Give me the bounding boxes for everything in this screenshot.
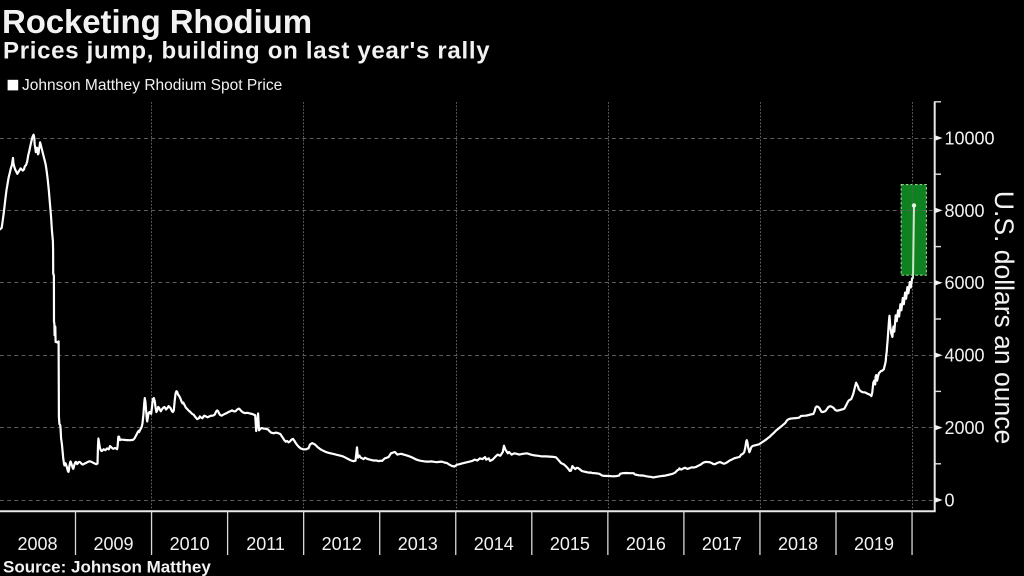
svg-text:U.S. dollars an ounce: U.S. dollars an ounce [989,191,1019,444]
svg-text:4000: 4000 [945,346,985,366]
svg-text:Prices jump, building on last: Prices jump, building on last year's ral… [3,37,490,64]
svg-text:2017: 2017 [702,534,742,554]
svg-text:Johnson Matthey Rhodium Spot P: Johnson Matthey Rhodium Spot Price [22,77,282,94]
svg-text:2011: 2011 [246,534,285,554]
svg-text:2012: 2012 [322,534,362,554]
svg-text:Rocketing Rhodium: Rocketing Rhodium [2,3,312,40]
svg-text:2010: 2010 [170,534,210,554]
svg-text:2014: 2014 [474,534,514,554]
svg-text:2015: 2015 [550,534,590,554]
svg-text:10000: 10000 [945,128,995,148]
svg-text:6000: 6000 [945,273,985,293]
svg-text:2018: 2018 [778,534,818,554]
svg-text:2019: 2019 [854,534,894,554]
svg-text:8000: 8000 [945,201,985,221]
svg-text:2000: 2000 [945,418,985,438]
svg-text:2016: 2016 [626,534,666,554]
svg-text:0: 0 [945,490,955,510]
svg-text:2009: 2009 [93,534,133,554]
svg-text:Source: Johnson Matthey: Source: Johnson Matthey [3,558,211,576]
svg-text:2013: 2013 [398,534,438,554]
svg-text:2008: 2008 [17,534,57,554]
